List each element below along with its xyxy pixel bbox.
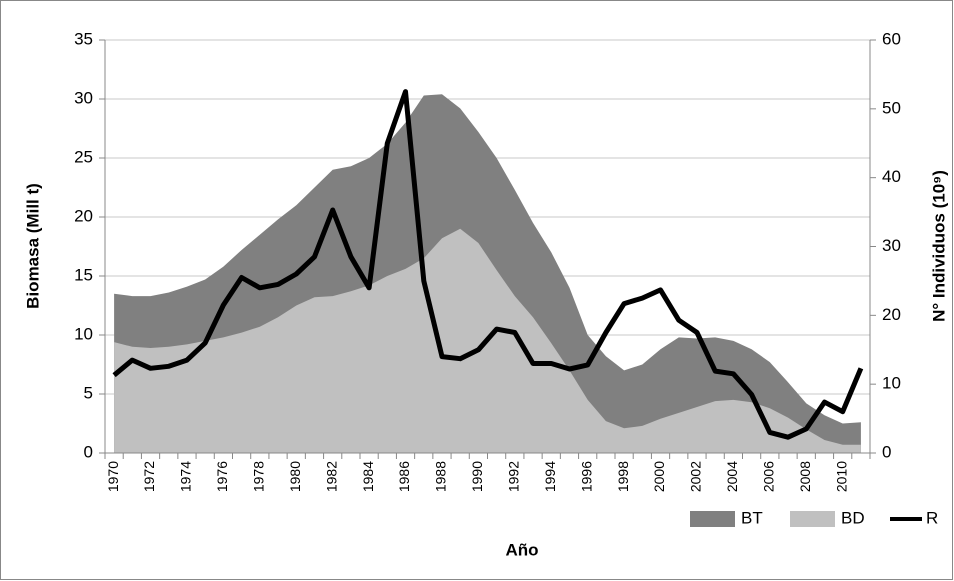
y2-tick-label: 50 — [882, 98, 901, 117]
x-tick-label: 2002 — [688, 461, 704, 492]
x-tick-label: 1996 — [578, 461, 594, 492]
y2-tick-label: 0 — [882, 442, 891, 461]
x-tick-label: 1972 — [141, 461, 157, 492]
y-tick-label: 30 — [74, 88, 93, 107]
y-tick-label: 10 — [74, 324, 93, 343]
y-tick-label: 35 — [74, 29, 93, 48]
legend-label: R — [926, 508, 938, 527]
x-tick-label: 1974 — [178, 461, 194, 492]
x-tick-label: 1976 — [214, 461, 230, 492]
x-tick-label: 1990 — [469, 461, 485, 492]
y2-tick-label: 60 — [882, 29, 901, 48]
x-tick-label: 1992 — [506, 461, 522, 492]
legend-label: BT — [741, 508, 763, 527]
x-tick-label: 1984 — [360, 461, 376, 492]
x-tick-label: 2000 — [651, 461, 667, 492]
line — [112, 89, 864, 440]
y-axis-title: Biomasa (Mill t) — [23, 183, 42, 309]
x-tick-label: 2006 — [761, 461, 777, 492]
y-tick-label: 5 — [84, 383, 93, 402]
y2-tick-label: 10 — [882, 374, 901, 393]
legend-swatch — [690, 511, 735, 527]
y-tick-label: 0 — [84, 442, 93, 461]
x-tick-label: 2008 — [797, 461, 813, 492]
x-tick-label: 1988 — [433, 461, 449, 492]
legend-swatch — [790, 511, 835, 527]
x-tick-label: 1980 — [287, 461, 303, 492]
y2-axis-title: N° Individuos (10⁹) — [929, 170, 948, 322]
y-tick-label: 15 — [74, 265, 93, 284]
x-tick-label: 1978 — [251, 461, 267, 492]
y-tick-label: 20 — [74, 206, 93, 225]
y2-tick-label: 20 — [882, 305, 901, 324]
x-tick-label: 1998 — [615, 461, 631, 492]
x-tick-label: 2004 — [724, 461, 740, 492]
x-tick-label: 1986 — [396, 461, 412, 492]
x-tick-label: 1982 — [323, 461, 339, 492]
y-tick-label: 25 — [74, 147, 93, 166]
y2-tick-label: 40 — [882, 167, 901, 186]
x-tick-label: 1970 — [105, 461, 121, 492]
legend-label: BD — [841, 508, 865, 527]
x-tick-label: 1994 — [542, 461, 558, 492]
x-axis-title: Año — [505, 540, 538, 559]
x-tick-label: 2010 — [833, 461, 849, 492]
y2-tick-label: 30 — [882, 236, 901, 255]
